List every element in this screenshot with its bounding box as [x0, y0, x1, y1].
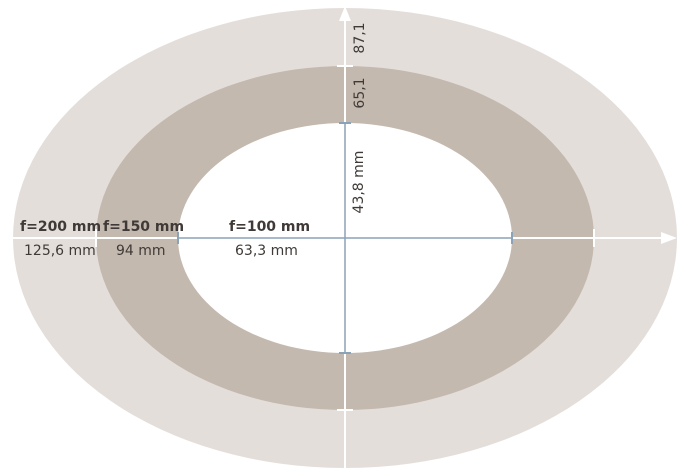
vertical-value-f200: 87,1	[352, 22, 368, 53]
vertical-value-f150: 65,1	[352, 77, 368, 108]
vertical-value-f100: 43,8 mm	[351, 151, 367, 214]
horizontal-value-f200: 125,6 mm	[24, 243, 96, 259]
horizontal-value-f150: 94 mm	[116, 243, 166, 259]
focal-label-f100: f=100 mm	[229, 219, 310, 235]
focal-label-f150: f=150 mm	[103, 219, 184, 235]
horizontal-value-f100: 63,3 mm	[235, 243, 298, 259]
horizontal-arrowhead	[661, 232, 677, 244]
vertical-arrowhead	[339, 6, 351, 21]
focal-label-f200: f=200 mm	[20, 219, 101, 235]
